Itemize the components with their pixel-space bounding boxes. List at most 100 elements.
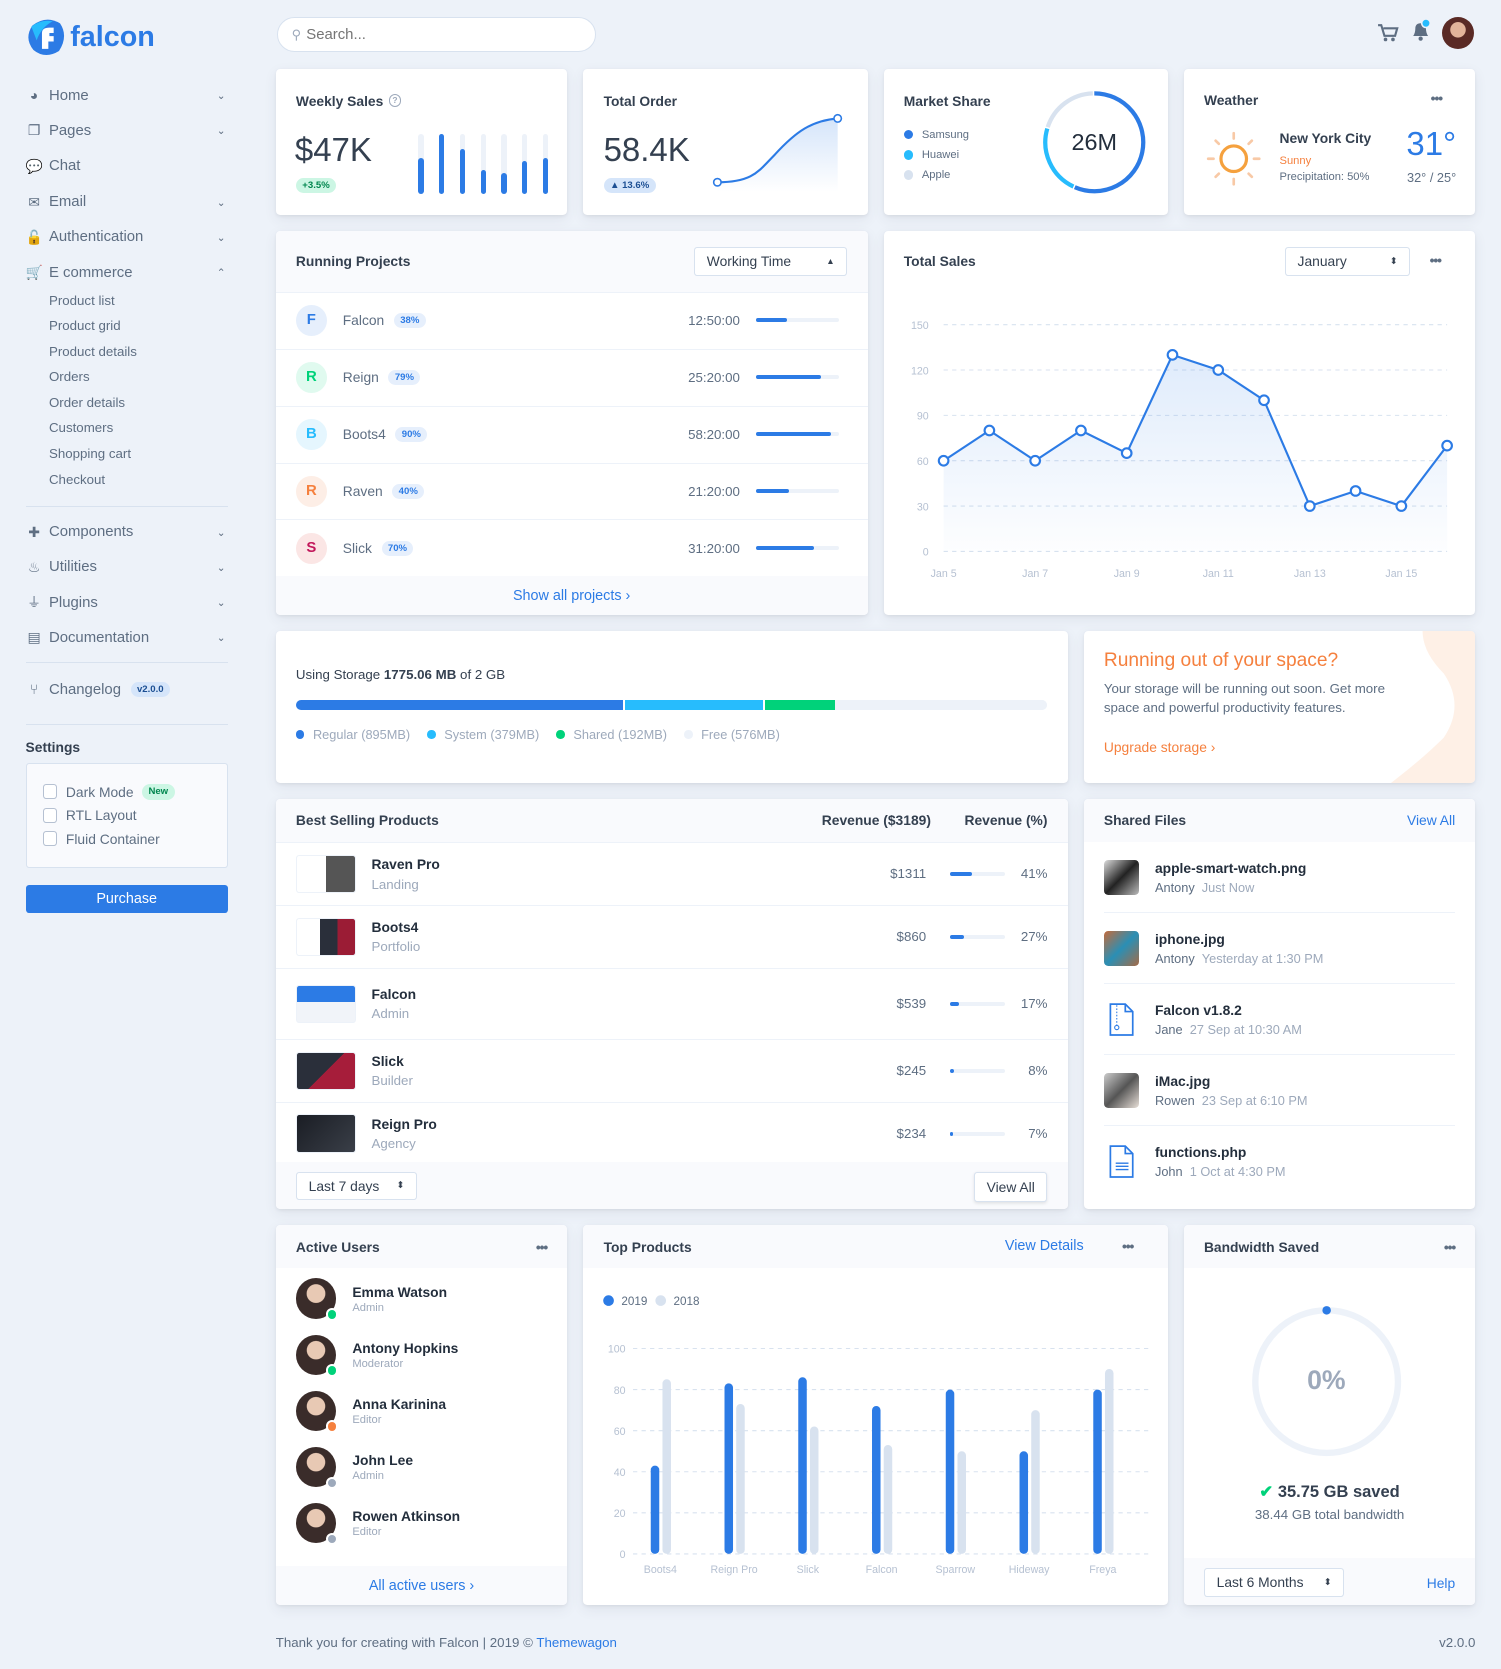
data-point[interactable] — [1120, 447, 1133, 460]
bar-2018-sparrow[interactable] — [957, 1451, 967, 1555]
bar-2019-falcon[interactable] — [872, 1406, 881, 1555]
sidebar-item-authentication[interactable]: 🔓 Authentication ⌄ — [26, 227, 228, 248]
user-row[interactable]: Emma Watson Admin — [295, 1271, 447, 1326]
sidebar-item-components[interactable]: ✚ Components ⌄ — [26, 522, 228, 543]
bandwidth-more-icon[interactable]: ••• — [1443, 1238, 1456, 1255]
cart-icon[interactable] — [1377, 23, 1399, 42]
bar-2018-reign-pro[interactable] — [736, 1404, 746, 1555]
product-row[interactable]: Boots4 Portfolio $860 27% — [275, 904, 1068, 968]
status-dot — [325, 1364, 339, 1378]
sidebar-item-e-commerce[interactable]: 🛒 E commerce ⌃ — [26, 262, 228, 283]
sidebar-subitem[interactable]: Product grid — [48, 318, 121, 334]
project-row[interactable]: R Raven 40% 21:20:00 — [275, 462, 868, 519]
sidebar-item-home[interactable]: ◕ Home ⌄ — [26, 85, 228, 106]
data-point[interactable] — [1166, 349, 1178, 361]
active-users-more-icon[interactable]: ••• — [535, 1238, 548, 1255]
file-row[interactable]: Falcon v1.8.2 Jane 27 Sep at 10:30 AM — [1103, 984, 1456, 1056]
data-point[interactable] — [1028, 454, 1041, 467]
setting-fluid-container[interactable]: Fluid Container — [42, 827, 211, 850]
project-row[interactable]: F Falcon 38% 12:50:00 — [275, 291, 868, 348]
weather-more-icon[interactable]: ••• — [1430, 90, 1443, 107]
sidebar-subitem[interactable]: Customers — [48, 420, 114, 436]
data-point[interactable] — [1257, 394, 1270, 407]
setting-rtl-layout[interactable]: RTL Layout — [42, 804, 211, 827]
file-row[interactable]: iMac.jpg Rowen 23 Sep at 6:10 PM — [1103, 1055, 1456, 1127]
sidebar-subitem[interactable]: Orders — [48, 369, 90, 385]
search-box[interactable]: ⚲ — [276, 17, 597, 53]
file-row[interactable]: functions.php John 1 Oct at 4:30 PM — [1104, 1126, 1455, 1197]
data-point[interactable] — [1303, 500, 1316, 512]
search-input[interactable] — [306, 26, 562, 43]
bar-2019-sparrow[interactable] — [946, 1389, 955, 1555]
bell-icon[interactable] — [1410, 19, 1432, 42]
view-details-link[interactable]: View Details — [1004, 1238, 1084, 1254]
bar-2019-boots4[interactable] — [651, 1465, 660, 1555]
data-point[interactable] — [1074, 424, 1087, 437]
sidebar-item-utilities[interactable]: ♨ Utilities ⌄ — [26, 557, 228, 578]
data-point[interactable] — [1440, 439, 1453, 452]
bandwidth-period-select[interactable]: Last 6 Months ⬍ — [1203, 1568, 1345, 1597]
top-products-more-icon[interactable]: ••• — [1121, 1238, 1134, 1254]
show-all-projects-link[interactable]: Show all projects › — [512, 587, 631, 604]
product-row[interactable]: Reign Pro Agency $234 7% — [275, 1101, 1068, 1165]
project-time: 58:20:00 — [688, 426, 740, 442]
bar-2018-falcon[interactable] — [884, 1445, 893, 1555]
project-row[interactable]: B Boots4 90% 58:20:00 — [275, 405, 868, 462]
themewagon-link[interactable]: Themewagon — [536, 1635, 617, 1651]
sidebar-subitem[interactable]: Product details — [48, 343, 137, 359]
brand-logo[interactable]: falcon — [26, 17, 155, 57]
product-row[interactable]: Falcon Admin $539 17% — [275, 967, 1068, 1039]
setting-dark-mode[interactable]: Dark Mode New — [42, 780, 211, 803]
upgrade-storage-link[interactable]: Upgrade storage › — [1103, 738, 1216, 755]
user-row[interactable]: Anna Karinina Editor — [295, 1383, 446, 1438]
bar-2019-hideway[interactable] — [1019, 1451, 1029, 1555]
checkbox[interactable] — [42, 831, 58, 847]
period-select[interactable]: Last 7 days ⬍ — [295, 1172, 418, 1200]
bar-2019-slick[interactable] — [798, 1377, 808, 1555]
sidebar-subitem[interactable]: Product list — [48, 292, 115, 308]
sidebar-item-plugins[interactable]: ⏚ Plugins ⌄ — [26, 592, 228, 613]
sidebar-subitem[interactable]: Shopping cart — [48, 446, 132, 462]
view-all-button[interactable]: View All — [973, 1172, 1048, 1202]
user-row[interactable]: John Lee Admin — [295, 1439, 413, 1494]
data-point[interactable] — [937, 454, 949, 467]
project-row[interactable]: R Reign 79% 25:20:00 — [275, 348, 868, 405]
file-row[interactable]: apple-smart-watch.png Antony Just Now — [1103, 842, 1456, 914]
sidebar-item-changelog[interactable]: ⑂ Changelog v2.0.0 — [26, 679, 228, 700]
puzzle-icon: ✚ — [28, 523, 40, 540]
shared-files-view-all-link[interactable]: View All — [1407, 812, 1456, 829]
sidebar-subitem[interactable]: Checkout — [48, 471, 106, 487]
sidebar-item-chat[interactable]: 💬 Chat — [26, 155, 228, 176]
user-avatar[interactable] — [1442, 17, 1475, 49]
user-row[interactable]: Antony Hopkins Moderator — [295, 1327, 458, 1382]
data-point[interactable] — [1395, 500, 1407, 512]
all-active-users-link[interactable]: All active users › — [368, 1577, 475, 1594]
data-point[interactable] — [1211, 364, 1224, 376]
product-row[interactable]: Raven Pro Landing $1311 41% — [275, 842, 1068, 905]
bar-2018-hideway[interactable] — [1031, 1410, 1041, 1555]
purchase-button[interactable]: Purchase — [25, 884, 228, 914]
bar-2018-freya[interactable] — [1105, 1369, 1114, 1555]
checkbox[interactable] — [42, 807, 58, 823]
file-row[interactable]: iphone.jpg Antony Yesterday at 1:30 PM — [1103, 913, 1456, 985]
total-sales-more-icon[interactable]: ••• — [1429, 252, 1442, 269]
sidebar-subitem[interactable]: Order details — [48, 394, 126, 410]
checkbox[interactable] — [42, 784, 58, 800]
user-row[interactable]: Rowen Atkinson Editor — [295, 1495, 460, 1550]
help-link[interactable]: Help — [1426, 1575, 1456, 1592]
working-time-select[interactable]: Working Time ▲ — [694, 246, 848, 276]
bar-2018-slick[interactable] — [810, 1426, 819, 1555]
month-select[interactable]: January ⬍ — [1284, 246, 1411, 276]
project-row[interactable]: S Slick 70% 31:20:00 — [275, 519, 868, 575]
bar-2019-reign-pro[interactable] — [724, 1383, 734, 1555]
bandwidth-card: Bandwidth Saved ••• 0% ✔ 35.75 GB saved 3… — [1183, 1225, 1476, 1606]
data-point[interactable] — [1349, 485, 1361, 497]
sidebar-item-email[interactable]: ✉ Email ⌄ — [26, 192, 228, 213]
bar-2019-freya[interactable] — [1093, 1389, 1103, 1555]
sidebar-item-documentation[interactable]: ▤ Documentation ⌄ — [26, 627, 228, 648]
product-row[interactable]: Slick Builder $245 8% — [275, 1038, 1068, 1102]
data-point[interactable] — [983, 424, 995, 437]
question-circle-icon[interactable]: ? — [388, 94, 402, 107]
sidebar-item-pages[interactable]: ❐ Pages ⌄ — [26, 120, 228, 141]
bar-2018-boots4[interactable] — [662, 1379, 672, 1555]
